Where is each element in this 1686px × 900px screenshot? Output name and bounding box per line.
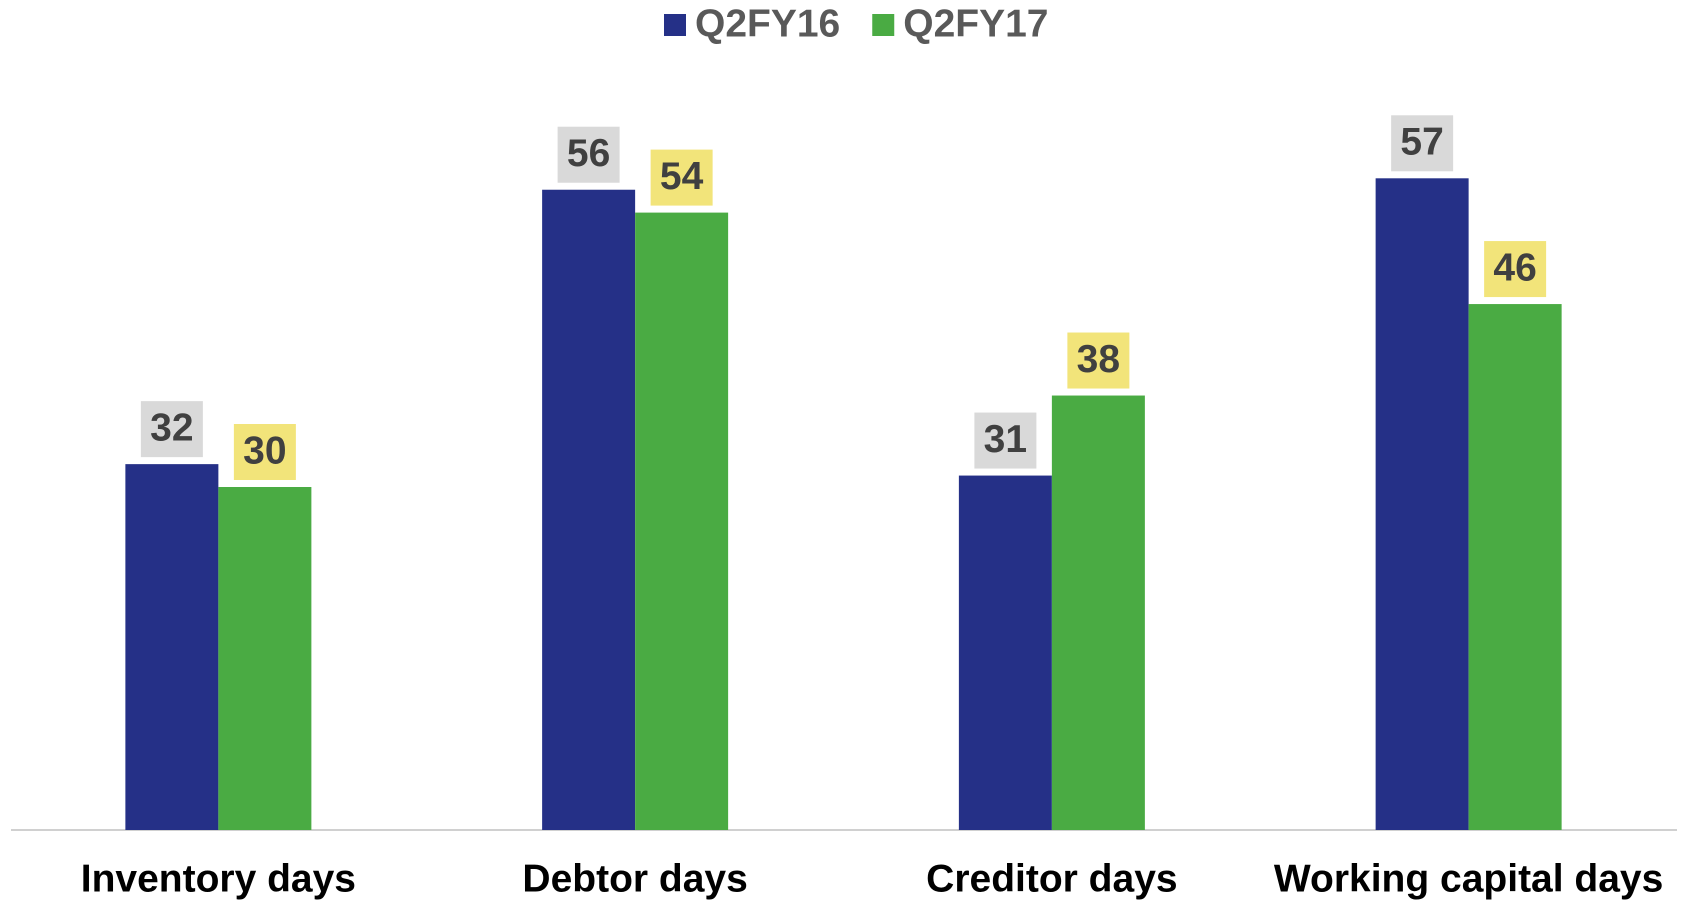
data-label-bg <box>1391 115 1454 172</box>
data-label: 38 <box>1077 338 1120 381</box>
bar <box>1375 178 1469 831</box>
data-label-bg <box>1484 241 1547 298</box>
bar <box>218 487 312 830</box>
x-tick-label: Debtor days <box>522 857 747 900</box>
data-label: 54 <box>660 155 704 198</box>
x-tick-label: Inventory days <box>81 857 356 900</box>
data-label-bg <box>650 149 713 206</box>
legend-swatch <box>664 14 686 36</box>
bar <box>542 189 636 830</box>
data-label: 32 <box>150 406 193 449</box>
data-label: 31 <box>984 418 1027 461</box>
legend-label: Q2FY17 <box>903 2 1048 45</box>
bar <box>125 464 219 830</box>
data-label: 57 <box>1400 121 1443 164</box>
data-label-bg <box>140 401 203 458</box>
data-label: 56 <box>567 132 610 175</box>
legend-label: Q2FY16 <box>695 2 840 45</box>
x-tick-label: Working capital days <box>1274 857 1663 900</box>
data-label-bg <box>1067 332 1130 389</box>
data-label-bg <box>233 424 296 480</box>
x-tick-label: Creditor days <box>926 857 1177 900</box>
data-label-bg <box>557 126 620 183</box>
bar <box>1468 304 1562 831</box>
bar <box>1051 395 1145 830</box>
data-label-bg <box>974 412 1037 469</box>
data-label: 46 <box>1493 246 1536 289</box>
data-label: 30 <box>243 429 286 472</box>
bar <box>958 475 1052 830</box>
bar <box>635 212 729 831</box>
legend-swatch <box>872 14 895 36</box>
